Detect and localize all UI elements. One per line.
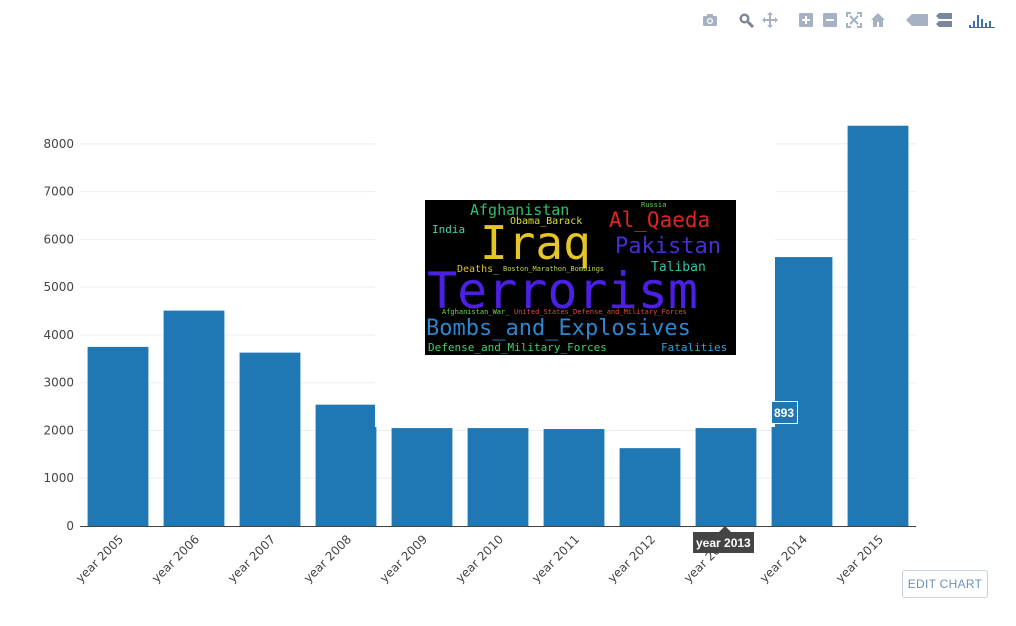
modebar	[686, 10, 996, 30]
word-cloud-word: Terrorism	[427, 262, 698, 320]
bar[interactable]	[619, 448, 681, 526]
y-tick-label: 3000	[43, 376, 74, 390]
x-axis-ticks: year 2005 year 2006 year 2007 year 2008 year…	[73, 532, 886, 585]
x-tick-label: year 2006	[149, 532, 202, 585]
y-axis-ticks: 0 1000 2000 3000 4000 5000 6000 7000 8000	[43, 137, 74, 533]
bar[interactable]	[847, 125, 909, 527]
compare-hover-icon[interactable]	[932, 10, 956, 30]
x-tick-label: year 2007	[225, 532, 278, 585]
modebar-group-export	[698, 10, 722, 30]
word-cloud-image: Terrorism Iraq Bombs_and_Explosives Al_Q…	[425, 200, 736, 355]
x-tick-label: year 2012	[605, 532, 658, 585]
modebar-group-zoom	[794, 10, 890, 30]
pan-icon[interactable]	[758, 10, 782, 30]
word-cloud-word: Bombs_and_Explosives	[426, 316, 691, 341]
bar[interactable]	[771, 257, 833, 526]
y-tick-label: 7000	[43, 185, 74, 199]
y-tick-label: 8000	[43, 137, 74, 151]
bar[interactable]	[163, 310, 225, 526]
x-tick-label: year 2011	[529, 532, 582, 585]
bar[interactable]	[87, 346, 149, 526]
hover-category-label: year 2013	[693, 532, 754, 553]
y-tick-label: 6000	[43, 232, 74, 246]
word-cloud-word: Al_Qaeda	[609, 208, 711, 232]
bar[interactable]	[695, 428, 757, 526]
camera-icon[interactable]	[698, 10, 722, 30]
x-tick-label: year 2014	[757, 532, 810, 585]
hover-category-text: year 2013	[696, 535, 751, 550]
bar[interactable]	[239, 352, 301, 526]
word-cloud-word: Afghanistan	[470, 201, 570, 219]
word-cloud-word: Obama_Barack	[510, 216, 583, 227]
home-icon[interactable]	[866, 10, 890, 30]
bars	[87, 125, 909, 527]
modebar-group-hover	[902, 10, 956, 30]
word-cloud-word: India	[432, 223, 466, 236]
bar[interactable]	[467, 428, 529, 526]
word-cloud-word: United_States_Defense_and_Military_Force…	[514, 308, 687, 316]
x-tick-label: year 2008	[301, 532, 354, 585]
word-cloud-word: Fatalities	[661, 341, 728, 354]
x-tick-label: year 2009	[377, 532, 430, 585]
y-tick-label: 5000	[43, 280, 74, 294]
word-cloud-word: Deaths_	[457, 264, 500, 275]
edit-chart-button[interactable]: EDIT CHART	[902, 570, 988, 598]
word-cloud-word: Russia	[641, 201, 667, 209]
word-cloud-word: Boston_Marathon_Bombings	[503, 265, 605, 273]
zoom-out-icon[interactable]	[818, 10, 842, 30]
x-tick-label: year 2010	[453, 532, 506, 585]
modebar-group-logo	[968, 10, 996, 30]
autoscale-icon[interactable]	[842, 10, 866, 30]
y-tick-label: 4000	[43, 328, 74, 342]
word-cloud-word: Pakistan	[615, 234, 721, 259]
bar[interactable]	[391, 428, 453, 526]
y-tick-label: 0	[66, 519, 74, 533]
word-cloud-word: Iraq	[480, 216, 591, 270]
spike-lines-icon[interactable]	[902, 10, 932, 30]
word-cloud-word: Taliban	[651, 260, 706, 275]
plotly-logo-icon[interactable]	[968, 10, 996, 30]
x-tick-label: year 2015	[833, 532, 886, 585]
hover-label-arrow	[719, 526, 731, 532]
y-tick-label: 2000	[43, 423, 74, 437]
zoom-icon[interactable]	[734, 10, 758, 30]
hover-value-text: 893	[774, 405, 795, 420]
y-tick-label: 1000	[43, 471, 74, 485]
x-tick-label: year 2005	[73, 532, 126, 585]
modebar-group-drag	[734, 10, 782, 30]
word-cloud-word: Defense_and_Military_Forces	[428, 341, 607, 354]
bar[interactable]	[315, 404, 377, 526]
word-cloud-word: Afghanistan_War_	[442, 308, 510, 316]
hover-value-label: 893	[771, 401, 799, 424]
bar[interactable]	[543, 429, 605, 526]
zoom-in-icon[interactable]	[794, 10, 818, 30]
